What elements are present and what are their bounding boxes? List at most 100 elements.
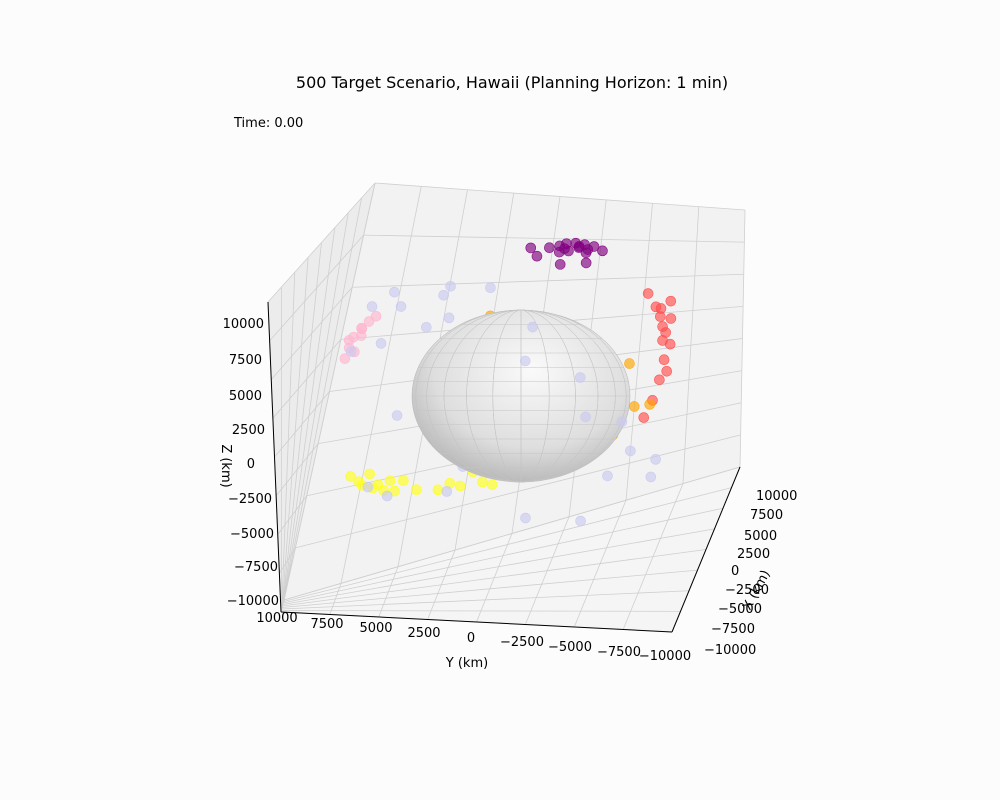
gridline — [274, 391, 330, 458]
z-tick-label: −7500 — [234, 560, 278, 575]
target-point — [531, 250, 543, 262]
target-point — [384, 475, 396, 487]
gridline — [283, 197, 363, 602]
x-tick-label: 0 — [731, 564, 739, 579]
y-tick-label: −5000 — [548, 640, 592, 655]
target-point — [665, 295, 677, 307]
y-tick-label: −2500 — [500, 635, 544, 650]
target-point — [580, 411, 591, 423]
target-point — [395, 301, 407, 312]
target-point — [575, 515, 586, 527]
y-tick-label: −7500 — [597, 645, 641, 660]
gridline — [267, 182, 376, 303]
pane-left — [268, 183, 375, 612]
y-tick-label: 10000 — [256, 611, 297, 626]
target-point — [372, 479, 384, 490]
time-label: Time: 0.00 — [233, 116, 303, 131]
gridline — [352, 273, 744, 288]
target-point — [665, 313, 677, 324]
gridline — [282, 227, 336, 605]
y-tick-label: −10000 — [639, 649, 691, 664]
gridline — [282, 528, 715, 605]
gridline — [283, 487, 732, 602]
target-point — [664, 338, 676, 350]
target-point — [525, 242, 537, 254]
z-axis-line — [267, 301, 282, 613]
z-tick-label: 2500 — [232, 423, 265, 438]
target-point — [570, 237, 582, 249]
earth-sphere — [411, 309, 631, 483]
y-axis-line — [280, 611, 673, 633]
gridline — [283, 466, 741, 601]
target-point — [597, 245, 608, 257]
target-point — [432, 484, 444, 496]
target-point — [370, 311, 382, 322]
gridline — [269, 234, 364, 342]
target-point — [343, 335, 355, 346]
target-point — [624, 358, 635, 369]
target-point — [574, 372, 586, 383]
target-point — [366, 301, 378, 312]
target-point — [375, 338, 387, 349]
target-point — [411, 484, 422, 496]
target-point — [364, 468, 375, 480]
x-tick-label: −7500 — [711, 622, 755, 637]
target-point — [339, 353, 351, 364]
target-point — [661, 365, 673, 377]
target-point — [355, 330, 367, 341]
target-point — [654, 374, 665, 386]
z-tick-label: 7500 — [229, 353, 262, 368]
target-point — [421, 321, 432, 333]
x-tick-label: −10000 — [704, 643, 756, 658]
z-tick-label: 10000 — [223, 317, 264, 332]
target-point — [527, 321, 538, 333]
target-point — [602, 470, 613, 482]
z-tick-label: 5000 — [229, 389, 262, 404]
gridline — [280, 599, 285, 613]
x-tick-label: 2500 — [737, 547, 770, 562]
z-tick-label: 0 — [247, 457, 255, 472]
tick-labels: 10000 7500 5000 2500 0 −2500 −5000 −7500−100001… — [223, 317, 798, 664]
target-point — [579, 239, 591, 251]
x-tick-label: −2500 — [725, 583, 769, 598]
target-point — [454, 480, 466, 492]
target-point — [443, 312, 455, 324]
target-point — [445, 280, 456, 292]
target-point — [628, 401, 640, 412]
target-point — [642, 288, 654, 299]
z-tick-label: −10000 — [227, 594, 279, 609]
z-axis-label: Z (km) — [218, 444, 233, 487]
target-point — [398, 475, 409, 486]
y-tick-label: 5000 — [359, 621, 392, 636]
gridline — [282, 212, 349, 604]
z-tick-label: −5000 — [230, 527, 274, 542]
axis-lines — [267, 301, 741, 633]
target-point — [658, 354, 670, 366]
target-point — [353, 476, 365, 488]
gridline — [374, 182, 746, 211]
target-point — [485, 282, 496, 293]
target-point — [345, 471, 356, 482]
target-point — [362, 481, 374, 493]
gridline — [363, 234, 745, 243]
target-point — [389, 286, 400, 298]
target-point — [554, 259, 566, 270]
y-axis-label: Y (km) — [445, 656, 488, 671]
z-tick-label: −2500 — [228, 492, 272, 507]
target-point — [650, 454, 661, 465]
target-point — [520, 512, 531, 524]
gridline — [427, 549, 456, 620]
target-point — [519, 355, 531, 367]
gridline — [270, 286, 353, 380]
x-tick-label: 5000 — [744, 529, 777, 544]
target-point — [477, 476, 488, 488]
gridline — [340, 186, 422, 584]
y-tick-label: 0 — [467, 631, 475, 646]
target-point — [638, 412, 650, 423]
x-axis-line — [671, 466, 741, 633]
target-point — [655, 303, 667, 314]
target-point — [486, 479, 498, 490]
target-point — [391, 410, 403, 421]
target-point — [580, 257, 592, 269]
